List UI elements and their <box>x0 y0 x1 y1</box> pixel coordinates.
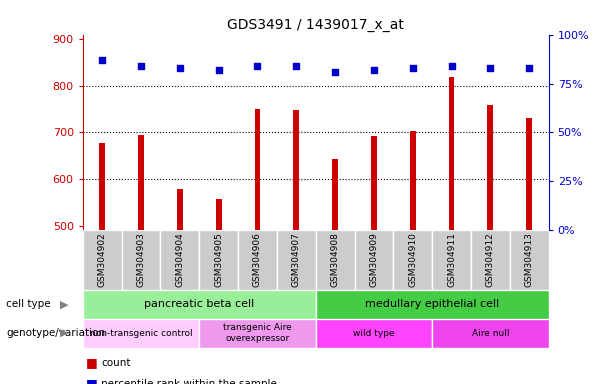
Text: GSM304904: GSM304904 <box>175 232 185 287</box>
Text: GSM304907: GSM304907 <box>292 232 301 287</box>
Bar <box>238 230 277 290</box>
Text: GSM304903: GSM304903 <box>137 232 145 287</box>
Point <box>524 65 534 71</box>
Bar <box>121 230 161 290</box>
Text: GSM304910: GSM304910 <box>408 232 417 287</box>
Point <box>136 63 146 69</box>
Text: GSM304911: GSM304911 <box>447 232 456 287</box>
Text: GSM304908: GSM304908 <box>330 232 340 287</box>
Bar <box>83 290 316 319</box>
Text: ▶: ▶ <box>60 299 69 310</box>
Bar <box>216 199 221 230</box>
Bar <box>177 189 183 230</box>
Point <box>408 65 417 71</box>
Point <box>97 57 107 63</box>
Bar <box>83 230 121 290</box>
Point <box>253 63 262 69</box>
Bar <box>527 119 532 230</box>
Point <box>330 69 340 75</box>
Point <box>369 67 379 73</box>
Text: percentile rank within the sample: percentile rank within the sample <box>101 379 277 384</box>
Bar <box>471 230 510 290</box>
Point <box>485 65 495 71</box>
Bar <box>277 230 316 290</box>
Bar <box>432 319 549 348</box>
Text: GSM304906: GSM304906 <box>253 232 262 287</box>
Bar <box>394 230 432 290</box>
Bar <box>199 230 238 290</box>
Text: non-transgenic control: non-transgenic control <box>89 329 192 338</box>
Bar <box>316 230 354 290</box>
Bar <box>510 230 549 290</box>
Bar <box>161 230 199 290</box>
Bar <box>316 290 549 319</box>
Text: transgenic Aire
overexpressor: transgenic Aire overexpressor <box>223 323 292 343</box>
Text: GSM304912: GSM304912 <box>486 232 495 287</box>
Bar <box>254 109 261 230</box>
Text: ▶: ▶ <box>60 328 69 338</box>
Bar <box>316 319 432 348</box>
Bar <box>410 131 416 230</box>
Bar <box>332 159 338 230</box>
Bar <box>138 135 144 230</box>
Bar <box>354 230 394 290</box>
Bar <box>487 106 493 230</box>
Text: ■: ■ <box>86 356 98 369</box>
Text: cell type: cell type <box>6 299 51 310</box>
Text: GSM304913: GSM304913 <box>525 232 534 287</box>
Text: genotype/variation: genotype/variation <box>6 328 105 338</box>
Text: ■: ■ <box>86 377 98 384</box>
Text: Aire null: Aire null <box>471 329 509 338</box>
Point <box>214 67 224 73</box>
Text: count: count <box>101 358 131 368</box>
Point <box>291 63 301 69</box>
Bar <box>199 319 316 348</box>
Point <box>175 65 185 71</box>
Bar <box>371 136 377 230</box>
Title: GDS3491 / 1439017_x_at: GDS3491 / 1439017_x_at <box>227 18 404 32</box>
Text: GSM304902: GSM304902 <box>97 232 107 287</box>
Text: wild type: wild type <box>353 329 395 338</box>
Text: GSM304909: GSM304909 <box>370 232 378 287</box>
Text: pancreatic beta cell: pancreatic beta cell <box>144 299 254 310</box>
Text: medullary epithelial cell: medullary epithelial cell <box>365 299 500 310</box>
Bar <box>99 143 105 230</box>
Bar <box>432 230 471 290</box>
Point <box>447 63 457 69</box>
Bar <box>83 319 199 348</box>
Bar <box>449 76 454 230</box>
Text: GSM304905: GSM304905 <box>214 232 223 287</box>
Bar <box>294 110 299 230</box>
